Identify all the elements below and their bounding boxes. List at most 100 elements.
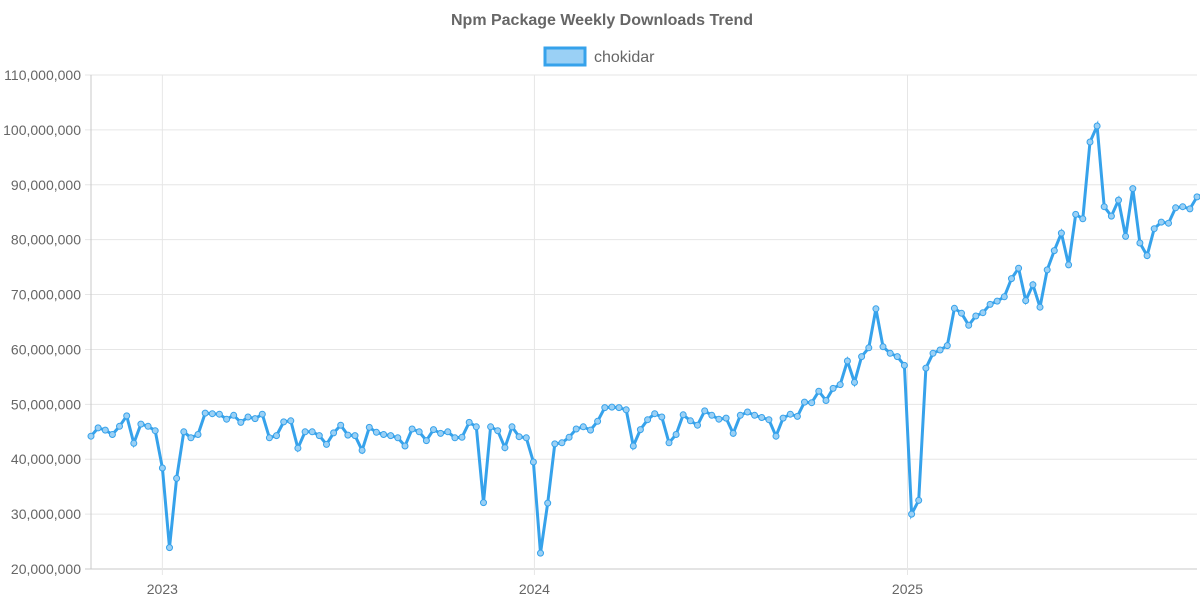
data-point[interactable] — [287, 417, 295, 425]
data-point[interactable] — [1107, 212, 1115, 220]
data-point[interactable] — [594, 417, 602, 425]
data-point[interactable] — [158, 464, 166, 472]
data-point[interactable] — [644, 416, 652, 424]
data-point[interactable] — [922, 364, 930, 372]
data-point[interactable] — [601, 404, 609, 412]
data-point[interactable] — [294, 444, 302, 452]
data-point[interactable] — [508, 423, 516, 431]
data-point[interactable] — [801, 398, 808, 406]
data-point[interactable] — [458, 433, 466, 441]
data-point[interactable] — [194, 431, 202, 438]
data-point[interactable] — [494, 427, 502, 435]
data-point[interactable] — [522, 434, 530, 442]
data-point[interactable] — [387, 432, 395, 440]
data-point[interactable] — [394, 434, 402, 442]
data-point[interactable] — [166, 544, 173, 552]
data-point[interactable] — [665, 439, 673, 447]
data-point[interactable] — [1100, 203, 1108, 211]
data-point[interactable] — [237, 418, 245, 426]
data-point[interactable] — [808, 399, 816, 407]
data-point[interactable] — [865, 344, 873, 352]
data-point[interactable] — [986, 300, 994, 308]
data-point[interactable] — [786, 410, 794, 418]
data-point[interactable] — [822, 397, 830, 404]
data-point[interactable] — [323, 440, 330, 448]
data-point[interactable] — [736, 411, 744, 419]
data-point[interactable] — [658, 413, 666, 421]
data-point[interactable] — [1050, 247, 1058, 255]
data-point[interactable] — [472, 423, 480, 431]
data-point[interactable] — [694, 421, 701, 429]
data-point[interactable] — [1036, 303, 1044, 311]
data-point[interactable] — [1057, 229, 1065, 237]
data-point[interactable] — [280, 418, 288, 426]
data-point[interactable] — [273, 432, 280, 440]
data-point[interactable] — [587, 426, 594, 434]
data-point[interactable] — [544, 499, 552, 507]
data-point[interactable] — [701, 407, 709, 415]
data-point[interactable] — [608, 403, 616, 411]
data-point[interactable] — [301, 428, 309, 436]
data-point[interactable] — [950, 304, 958, 312]
data-point[interactable] — [223, 415, 231, 423]
data-point[interactable] — [1115, 196, 1122, 204]
data-point[interactable] — [173, 474, 181, 482]
data-point[interactable] — [851, 378, 858, 386]
data-point[interactable] — [430, 426, 437, 434]
data-point[interactable] — [1150, 225, 1158, 233]
data-point[interactable] — [1079, 215, 1087, 223]
data-point[interactable] — [208, 410, 216, 418]
data-point[interactable] — [672, 431, 680, 438]
data-point[interactable] — [679, 411, 687, 419]
data-point[interactable] — [1065, 261, 1073, 269]
data-point[interactable] — [1093, 122, 1101, 130]
data-point[interactable] — [180, 428, 188, 436]
data-point[interactable] — [572, 425, 580, 433]
data-point[interactable] — [101, 426, 109, 434]
data-point[interactable] — [422, 437, 430, 445]
data-point[interactable] — [308, 428, 316, 436]
data-point[interactable] — [515, 433, 523, 441]
data-point[interactable] — [415, 428, 423, 436]
data-point[interactable] — [900, 361, 908, 369]
data-point[interactable] — [1179, 203, 1187, 211]
data-point[interactable] — [465, 418, 473, 426]
data-point[interactable] — [815, 387, 823, 395]
data-point[interactable] — [251, 415, 259, 423]
data-point[interactable] — [565, 433, 573, 441]
data-point[interactable] — [686, 417, 694, 425]
data-point[interactable] — [615, 404, 623, 412]
data-point[interactable] — [1022, 297, 1030, 305]
data-point[interactable] — [836, 381, 844, 389]
data-point[interactable] — [872, 305, 880, 313]
data-point[interactable] — [972, 312, 980, 320]
data-point[interactable] — [1172, 204, 1180, 212]
data-point[interactable] — [451, 434, 459, 442]
data-point[interactable] — [372, 428, 380, 436]
data-point[interactable] — [879, 343, 887, 351]
data-point[interactable] — [537, 549, 544, 557]
data-point[interactable] — [151, 427, 159, 435]
data-point[interactable] — [401, 442, 409, 450]
data-point[interactable] — [1015, 264, 1023, 272]
data-point[interactable] — [244, 413, 252, 421]
data-point[interactable] — [437, 429, 445, 437]
data-point[interactable] — [558, 439, 566, 447]
data-point[interactable] — [258, 410, 266, 418]
data-point[interactable] — [858, 353, 866, 361]
data-point[interactable] — [344, 431, 352, 439]
data-point[interactable] — [1072, 210, 1080, 218]
data-point[interactable] — [1143, 252, 1151, 260]
data-point[interactable] — [765, 416, 773, 424]
data-point[interactable] — [651, 410, 659, 418]
data-point[interactable] — [779, 414, 787, 422]
data-point[interactable] — [330, 429, 338, 437]
legend-swatch-chokidar[interactable] — [543, 46, 587, 67]
data-point[interactable] — [215, 410, 223, 418]
data-point[interactable] — [365, 423, 373, 431]
data-point[interactable] — [1008, 275, 1015, 283]
data-point[interactable] — [444, 428, 452, 436]
data-point[interactable] — [893, 353, 901, 361]
data-point[interactable] — [87, 432, 95, 440]
data-point[interactable] — [108, 431, 116, 438]
